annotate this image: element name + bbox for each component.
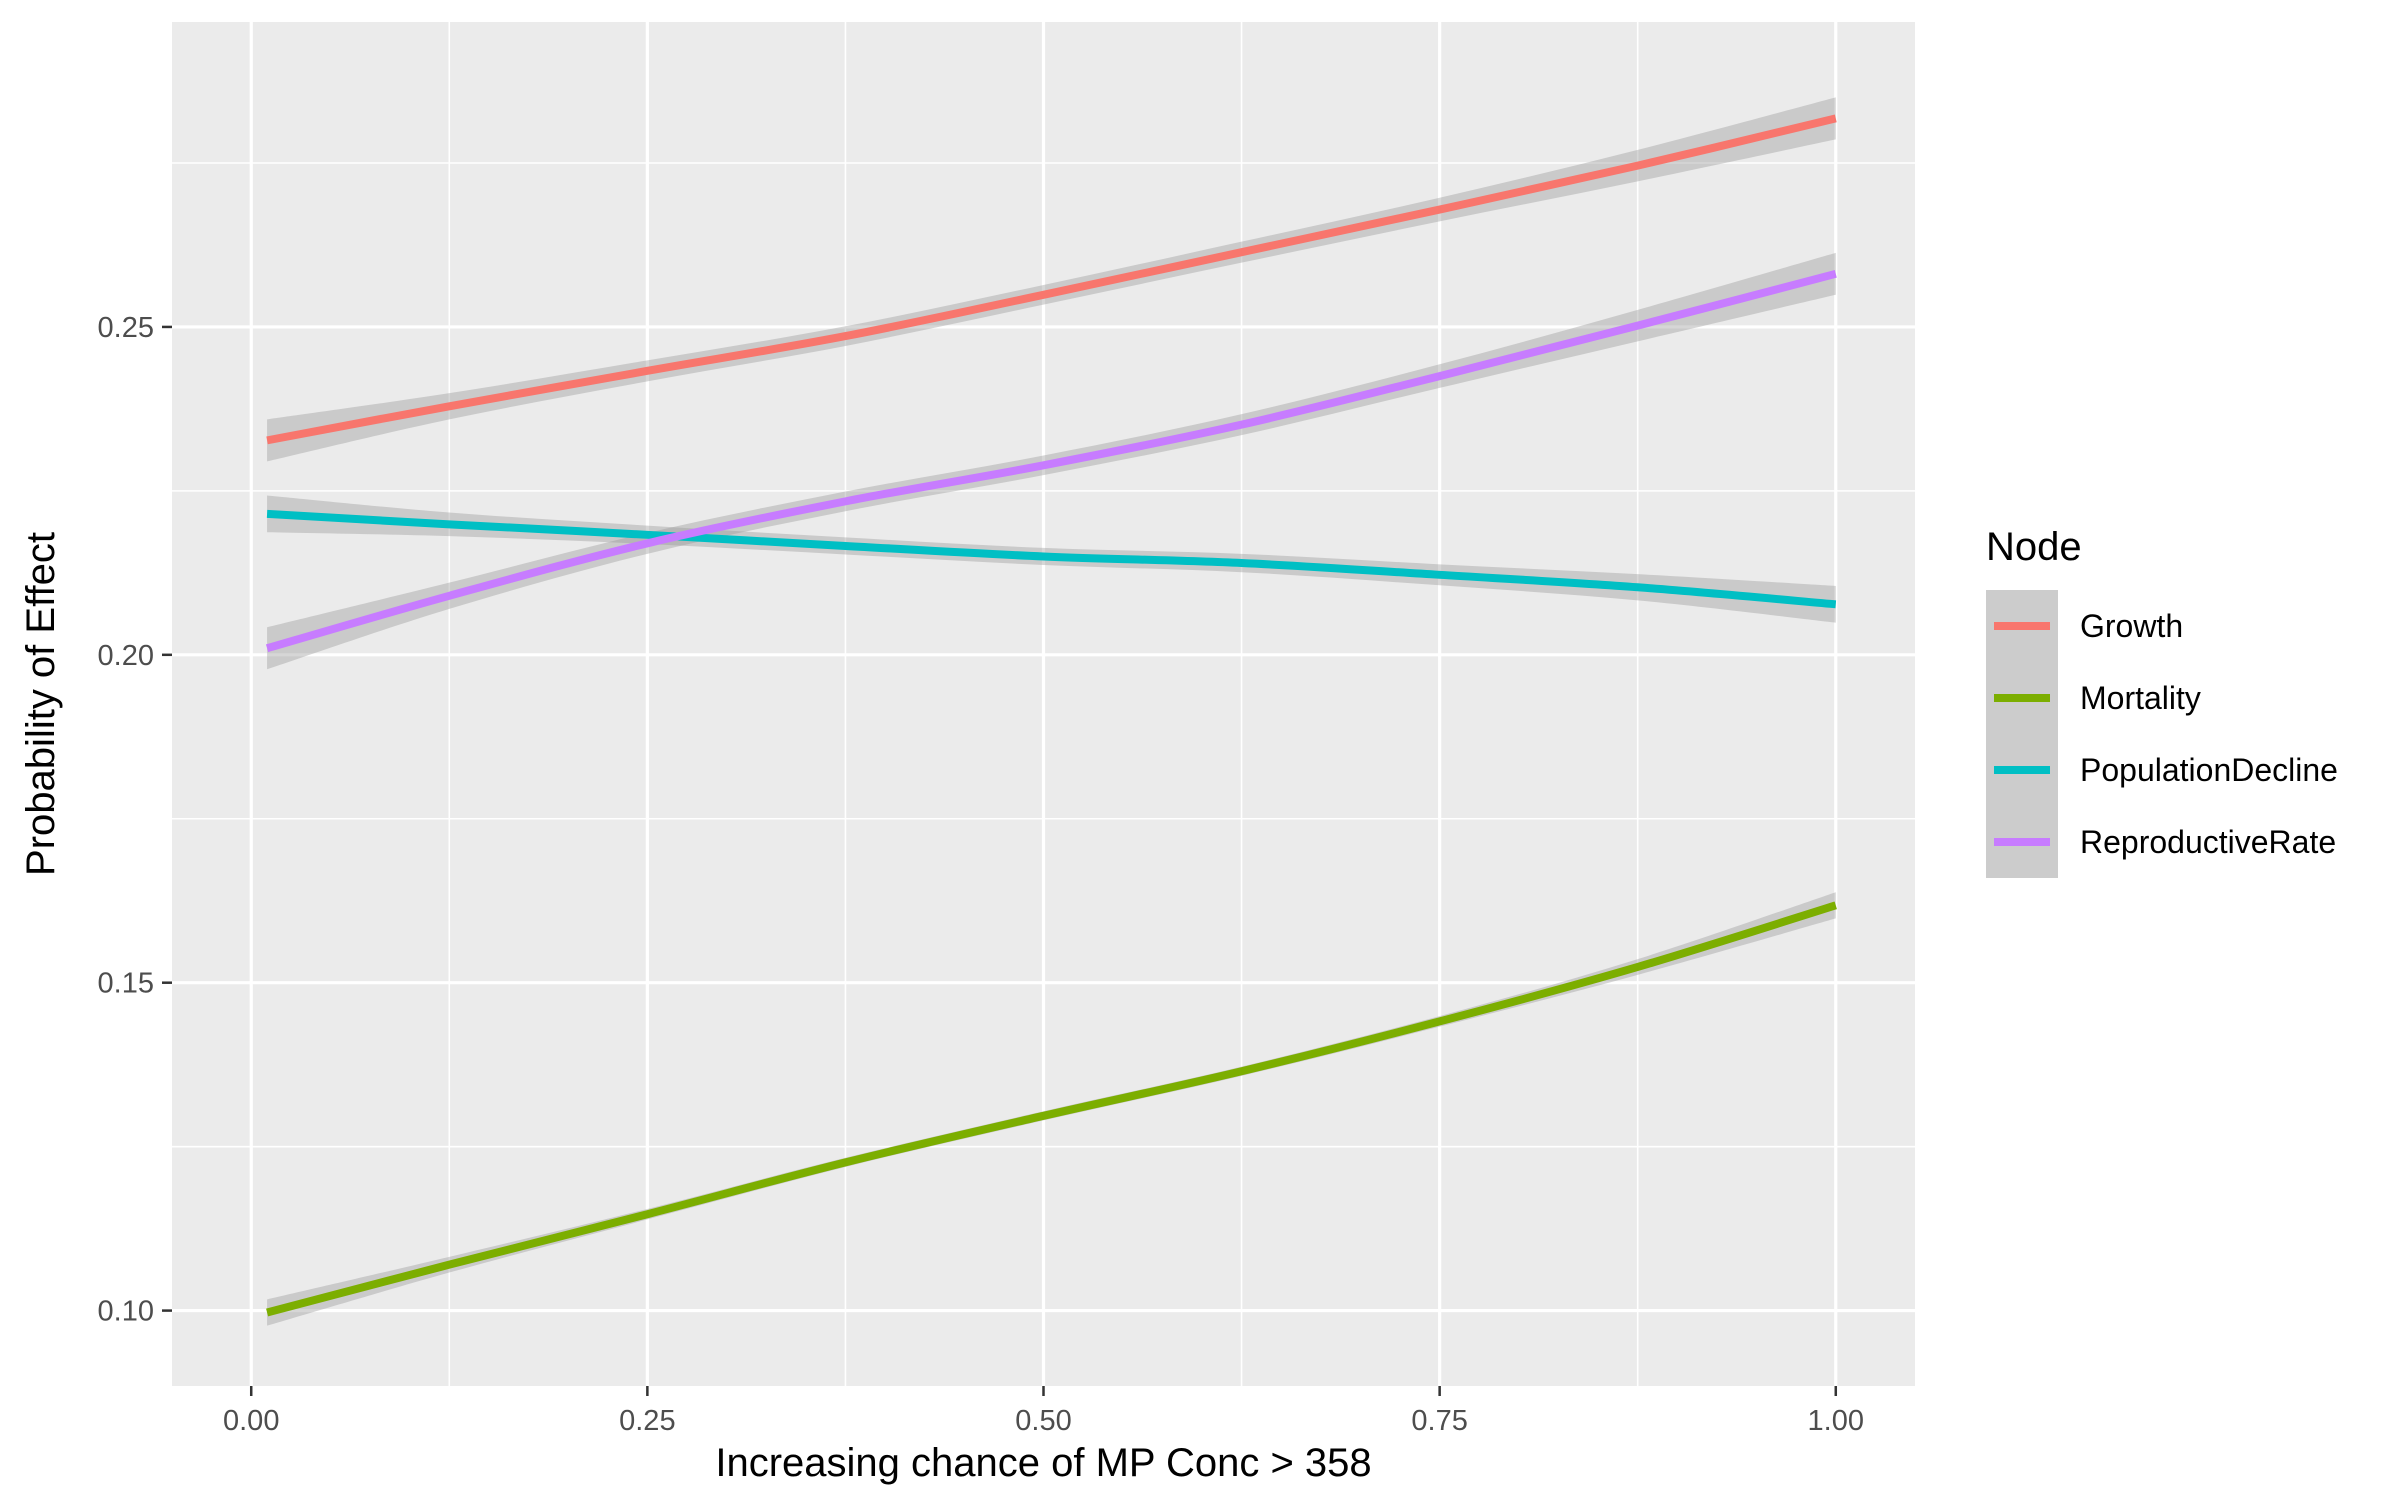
- series-line-mortality: [266, 901, 1837, 1317]
- series-line-reproductiverate: [265, 269, 1837, 653]
- y-tick-label: 0.20: [98, 640, 154, 672]
- legend-title: Node: [1986, 525, 2082, 569]
- legend-label: Growth: [2080, 608, 2183, 644]
- x-tick-label: 0.00: [223, 1405, 279, 1437]
- x-tick-label: 1.00: [1808, 1405, 1864, 1437]
- legend-keys-background: [1986, 590, 2058, 878]
- y-tick-label: 0.25: [98, 312, 154, 344]
- legend-label: ReproductiveRate: [2080, 824, 2336, 860]
- series-line-populationdecline: [266, 509, 1837, 609]
- legend: Node Growth Mortality PopulationDecline Rep…: [1986, 525, 2338, 878]
- legend-label: Mortality: [2080, 680, 2201, 716]
- series-lines: [265, 114, 1837, 1317]
- axes: 0.00 0.25 0.50 0.75 1.00 0.10 0.15 0.20 0.25: [98, 312, 1864, 1437]
- x-tick-label: 0.25: [619, 1405, 675, 1437]
- major-grid: [172, 22, 1915, 1386]
- y-tick-label: 0.10: [98, 1296, 154, 1328]
- x-tick-label: 0.75: [1411, 1405, 1467, 1437]
- series-line-growth: [266, 114, 1837, 445]
- x-tick-label: 0.50: [1015, 1405, 1071, 1437]
- y-tick-label: 0.15: [98, 968, 154, 1000]
- y-axis-title: Probability of Effect: [19, 532, 63, 876]
- legend-label: PopulationDecline: [2080, 752, 2338, 788]
- x-axis-title: Increasing chance of MP Conc > 358: [715, 1441, 1371, 1485]
